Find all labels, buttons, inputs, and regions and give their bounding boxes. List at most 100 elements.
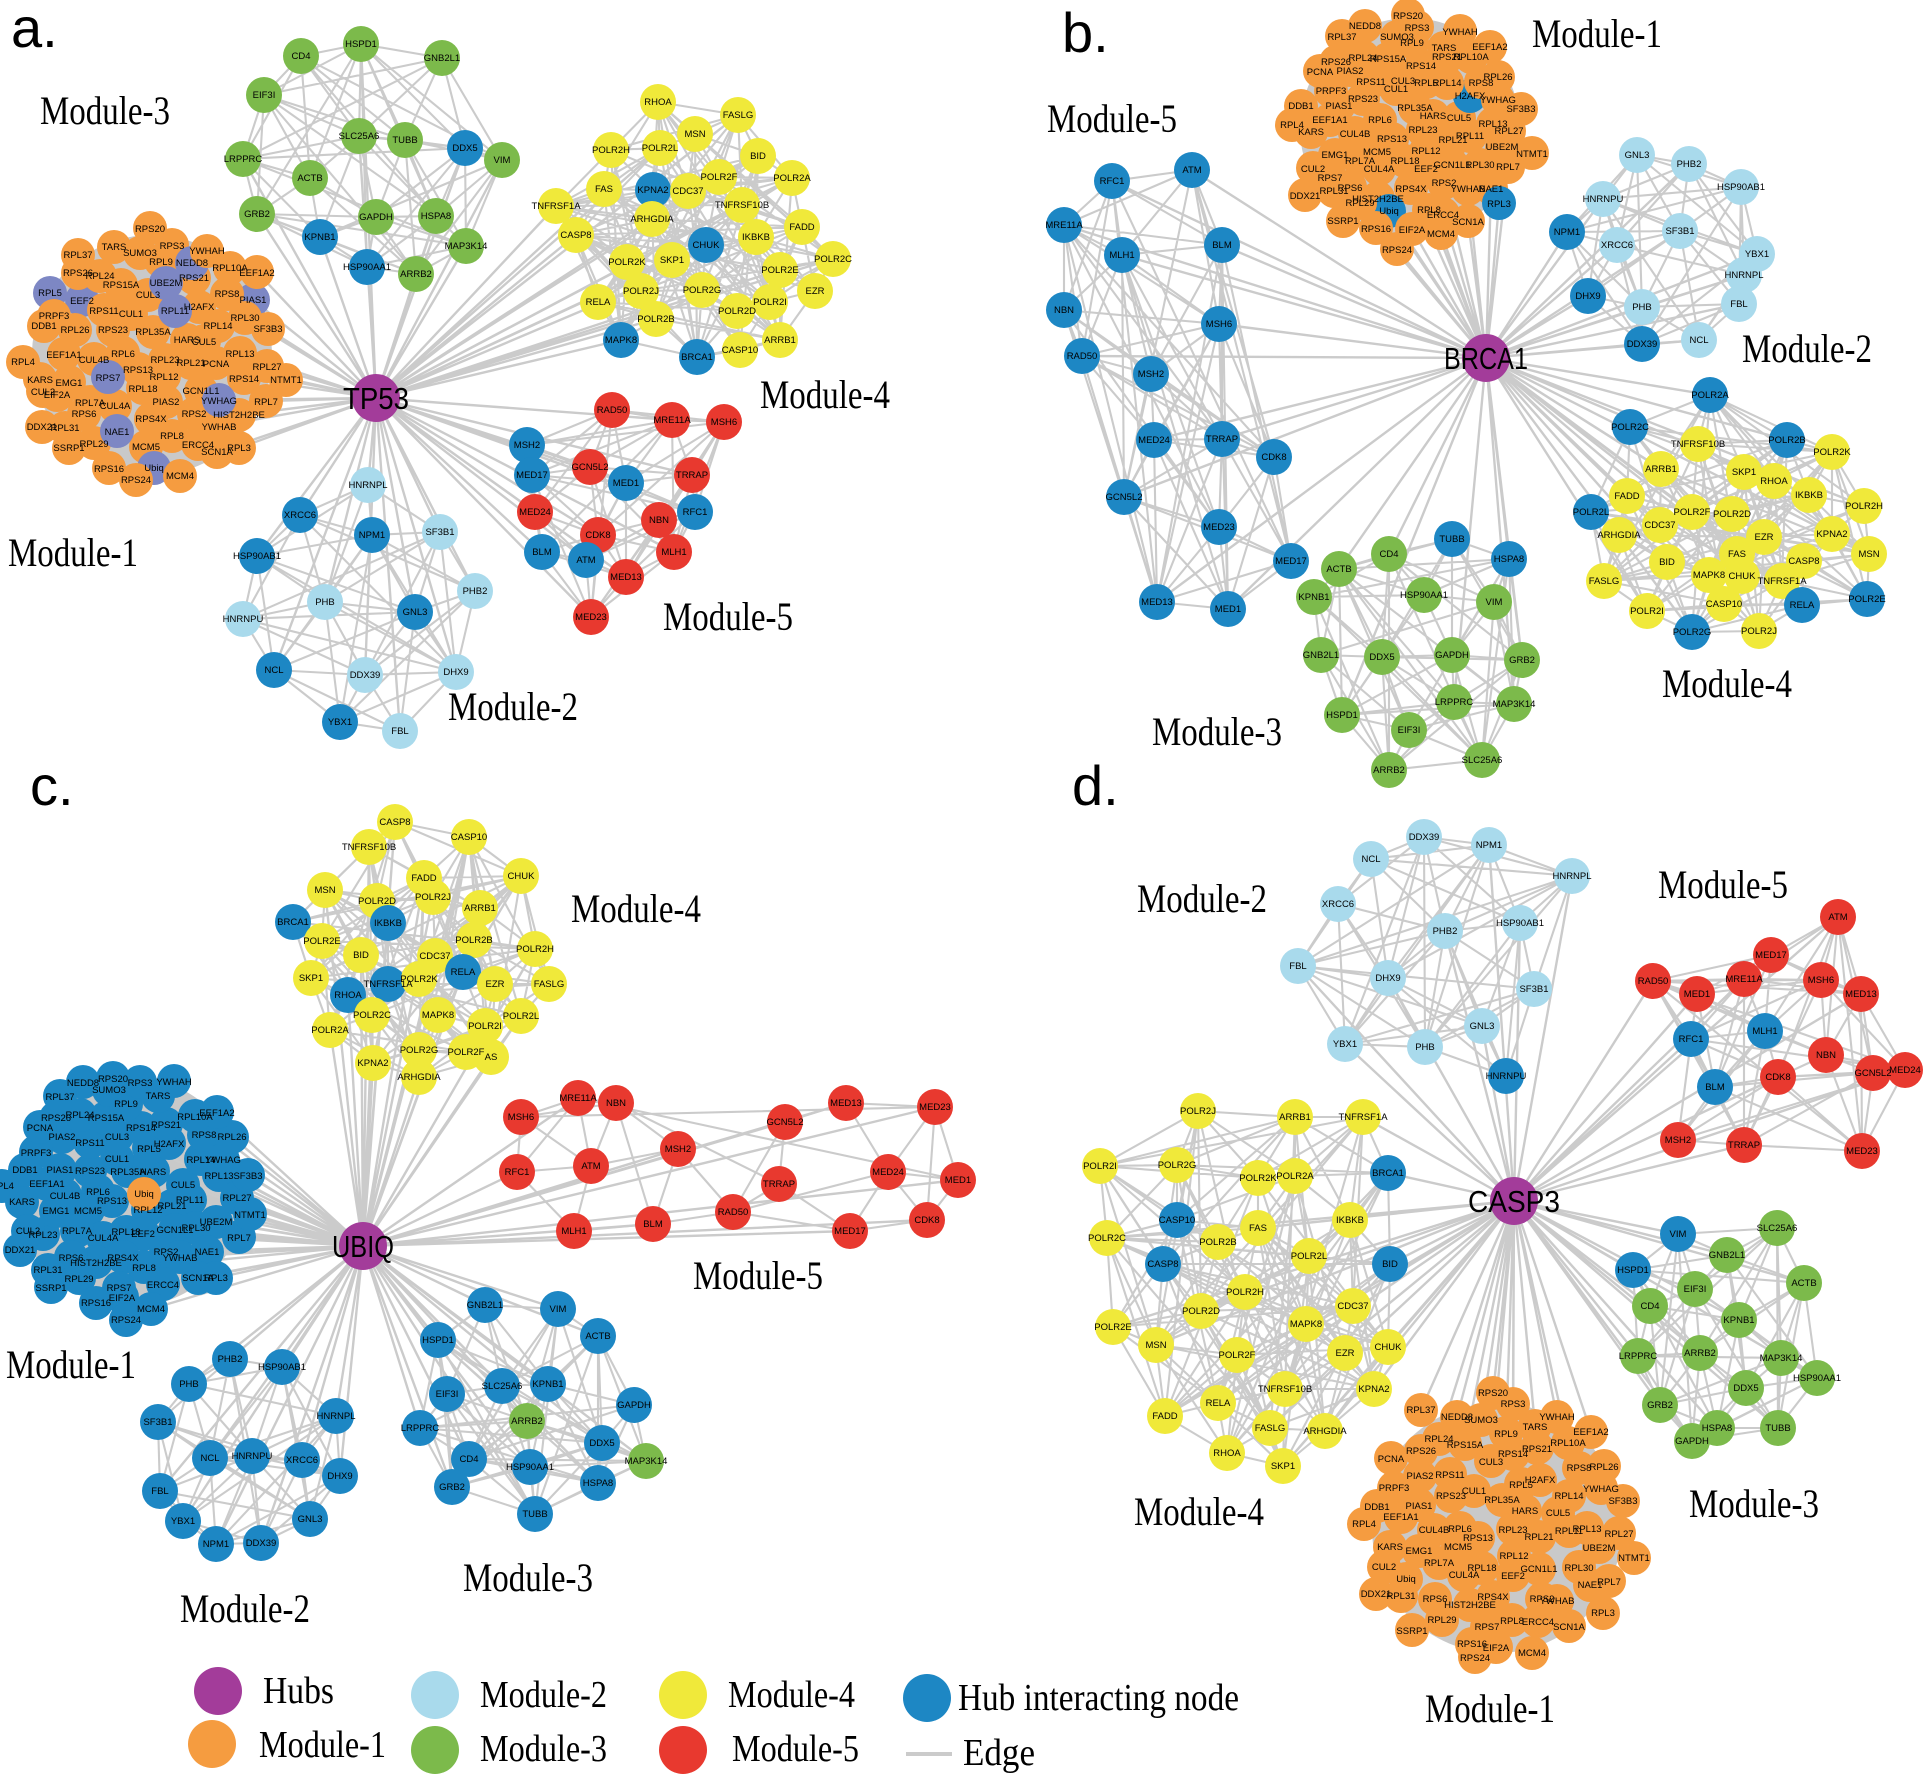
svg-text:EEF1A1: EEF1A1 bbox=[1383, 1512, 1418, 1523]
svg-text:RPL37: RPL37 bbox=[63, 250, 92, 261]
svg-text:ATM: ATM bbox=[1182, 165, 1201, 176]
svg-text:XRCC6: XRCC6 bbox=[1322, 899, 1354, 910]
svg-text:RPS6: RPS6 bbox=[59, 1253, 84, 1264]
svg-text:NPM1: NPM1 bbox=[203, 1539, 229, 1550]
svg-text:RPL5: RPL5 bbox=[137, 1144, 161, 1155]
svg-text:HIST2H2BE: HIST2H2BE bbox=[1352, 194, 1404, 205]
svg-text:GNB2L1: GNB2L1 bbox=[467, 1300, 503, 1311]
svg-text:BRCA1: BRCA1 bbox=[681, 352, 713, 363]
svg-text:RPS21: RPS21 bbox=[151, 1120, 181, 1131]
svg-text:TNFRSF10B: TNFRSF10B bbox=[342, 842, 396, 853]
svg-text:YWHAH: YWHAH bbox=[1539, 1412, 1575, 1423]
svg-text:TARS: TARS bbox=[102, 242, 127, 253]
svg-text:HSPD1: HSPD1 bbox=[422, 1335, 454, 1346]
svg-text:CASP3: CASP3 bbox=[1468, 1184, 1560, 1219]
svg-text:YWHAH: YWHAH bbox=[156, 1077, 192, 1088]
svg-text:ARHGDIA: ARHGDIA bbox=[1597, 530, 1641, 541]
svg-text:PIAS1: PIAS1 bbox=[47, 1165, 74, 1176]
svg-text:POLR2B: POLR2B bbox=[1199, 1237, 1237, 1248]
svg-text:IKBKB: IKBKB bbox=[1795, 490, 1823, 501]
svg-text:GNL3: GNL3 bbox=[1625, 150, 1650, 161]
svg-text:MSH2: MSH2 bbox=[1138, 369, 1164, 380]
svg-text:FADD: FADD bbox=[789, 222, 814, 233]
svg-text:RPS6: RPS6 bbox=[1423, 1594, 1448, 1605]
svg-text:DDX39: DDX39 bbox=[1627, 339, 1658, 350]
svg-text:POLR2A: POLR2A bbox=[1276, 1171, 1314, 1182]
svg-text:Module-5: Module-5 bbox=[1047, 96, 1177, 141]
svg-text:RPL14: RPL14 bbox=[203, 321, 232, 332]
svg-text:RPS3: RPS3 bbox=[128, 1078, 153, 1089]
svg-text:HSPA8: HSPA8 bbox=[421, 211, 451, 222]
svg-text:CUL1: CUL1 bbox=[1462, 1486, 1486, 1497]
svg-text:CUL4B: CUL4B bbox=[1419, 1525, 1450, 1536]
svg-text:RPS3: RPS3 bbox=[1405, 23, 1430, 34]
svg-text:CASP8: CASP8 bbox=[1788, 556, 1819, 567]
svg-text:RPL30: RPL30 bbox=[1564, 1563, 1593, 1574]
svg-text:Module-2: Module-2 bbox=[480, 1674, 607, 1716]
svg-text:IKBKB: IKBKB bbox=[742, 232, 770, 243]
svg-text:RPS6: RPS6 bbox=[1338, 183, 1363, 194]
svg-text:PIAS2: PIAS2 bbox=[49, 1132, 76, 1143]
svg-text:CUL5: CUL5 bbox=[1546, 1508, 1570, 1519]
svg-text:BID: BID bbox=[750, 151, 766, 162]
svg-text:POLR2K: POLR2K bbox=[1239, 1173, 1277, 1184]
svg-text:RPL31: RPL31 bbox=[1386, 1591, 1415, 1602]
svg-text:RPS16: RPS16 bbox=[1457, 1639, 1487, 1650]
svg-text:BID: BID bbox=[1382, 1259, 1398, 1270]
svg-text:RPL18: RPL18 bbox=[1390, 156, 1419, 167]
svg-text:DDX39: DDX39 bbox=[1409, 832, 1440, 843]
svg-text:DDX39: DDX39 bbox=[246, 1538, 277, 1549]
svg-text:GNL3: GNL3 bbox=[298, 1514, 323, 1525]
svg-text:SCN1A: SCN1A bbox=[1553, 1622, 1585, 1633]
svg-text:PIAS1: PIAS1 bbox=[240, 295, 267, 306]
svg-text:NEDD8: NEDD8 bbox=[176, 258, 208, 269]
svg-text:POLR2J: POLR2J bbox=[1180, 1106, 1216, 1117]
svg-text:HIST2H2BE: HIST2H2BE bbox=[1444, 1600, 1496, 1611]
svg-text:PIAS2: PIAS2 bbox=[1337, 66, 1364, 77]
svg-text:MSN: MSN bbox=[1145, 1340, 1166, 1351]
svg-text:NCL: NCL bbox=[1689, 335, 1708, 346]
svg-text:EMG1: EMG1 bbox=[1322, 150, 1349, 161]
svg-text:NCL: NCL bbox=[1361, 854, 1380, 865]
svg-text:MED1: MED1 bbox=[1684, 989, 1710, 1000]
svg-text:CUL4A: CUL4A bbox=[1364, 164, 1395, 175]
svg-text:POLR2I: POLR2I bbox=[468, 1021, 502, 1032]
svg-text:Module-2: Module-2 bbox=[1742, 326, 1872, 371]
svg-text:b.: b. bbox=[1062, 1, 1109, 64]
svg-text:PRPF3: PRPF3 bbox=[1379, 1483, 1410, 1494]
svg-text:CDK8: CDK8 bbox=[585, 530, 610, 541]
svg-text:HSP90AA1: HSP90AA1 bbox=[343, 262, 391, 273]
svg-text:ACTB: ACTB bbox=[1326, 564, 1351, 575]
svg-text:MED23: MED23 bbox=[1203, 522, 1235, 533]
svg-text:RPL5: RPL5 bbox=[1509, 1480, 1533, 1491]
svg-text:EEF2: EEF2 bbox=[1414, 164, 1438, 175]
svg-text:EEF1A1: EEF1A1 bbox=[46, 350, 81, 361]
svg-text:RPL31: RPL31 bbox=[1319, 186, 1348, 197]
svg-text:RPS8: RPS8 bbox=[1469, 78, 1494, 89]
svg-text:d.: d. bbox=[1072, 754, 1119, 817]
svg-text:DDX21: DDX21 bbox=[1290, 191, 1321, 202]
svg-text:EMG1: EMG1 bbox=[56, 378, 83, 389]
svg-text:PCNA: PCNA bbox=[203, 359, 230, 370]
svg-text:Module-1: Module-1 bbox=[259, 1724, 386, 1766]
svg-text:MCM5: MCM5 bbox=[1363, 147, 1391, 158]
svg-text:MAPK8: MAPK8 bbox=[1290, 1319, 1322, 1330]
svg-text:SLC25A6: SLC25A6 bbox=[1757, 1223, 1798, 1234]
svg-text:RHOA: RHOA bbox=[334, 990, 362, 1001]
svg-text:MSN: MSN bbox=[1858, 549, 1879, 560]
svg-text:CUL3: CUL3 bbox=[1479, 1457, 1503, 1468]
svg-text:GCN5L2: GCN5L2 bbox=[1106, 492, 1143, 503]
svg-text:POLR2G: POLR2G bbox=[1158, 1160, 1197, 1171]
svg-text:LRPPRC: LRPPRC bbox=[1435, 697, 1474, 708]
svg-text:MED13: MED13 bbox=[610, 572, 642, 583]
svg-text:ARHGDIA: ARHGDIA bbox=[630, 214, 674, 225]
svg-text:HSPD1: HSPD1 bbox=[1326, 710, 1358, 721]
svg-text:EMG1: EMG1 bbox=[43, 1206, 70, 1217]
svg-text:LRPPRC: LRPPRC bbox=[401, 1423, 440, 1434]
svg-text:RPL21: RPL21 bbox=[176, 358, 205, 369]
svg-text:DDX5: DDX5 bbox=[1369, 652, 1394, 663]
svg-text:HSPA8: HSPA8 bbox=[583, 1478, 613, 1489]
svg-text:RPL7A: RPL7A bbox=[1424, 1558, 1455, 1569]
svg-text:HSPD1: HSPD1 bbox=[345, 39, 377, 50]
svg-text:Module-2: Module-2 bbox=[448, 684, 578, 729]
